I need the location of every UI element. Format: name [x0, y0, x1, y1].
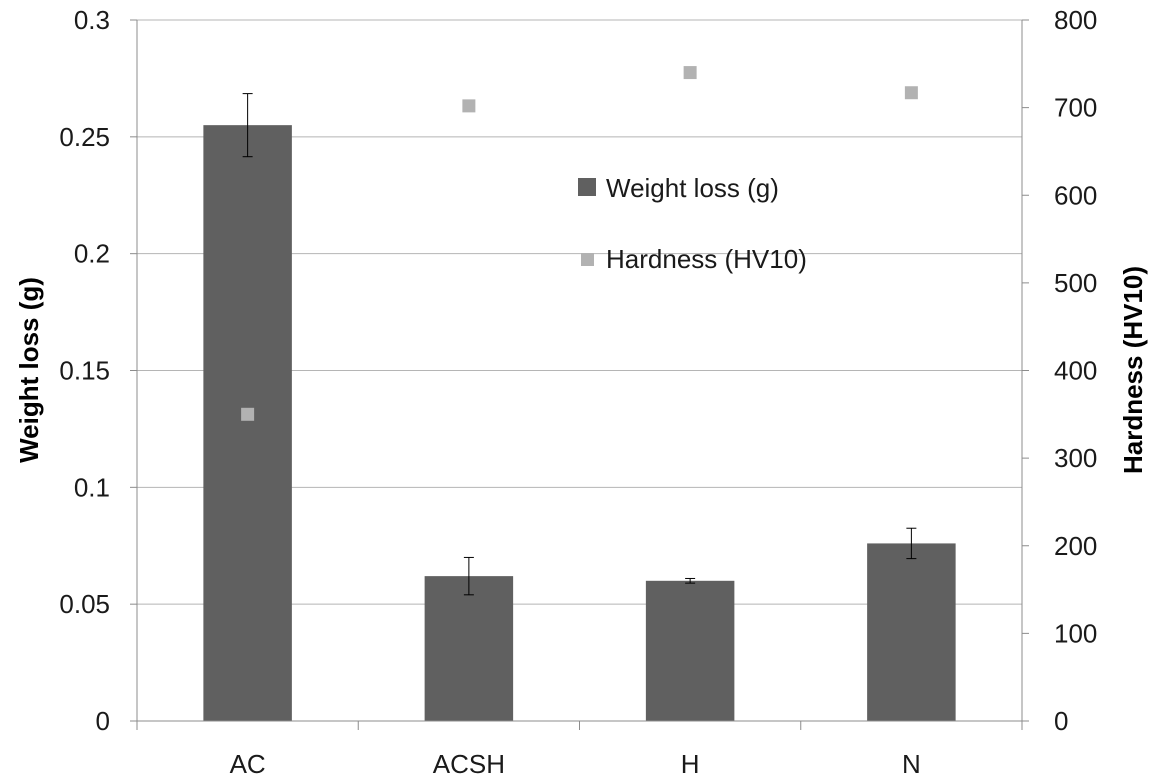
legend-label-hardness: Hardness (HV10) — [606, 244, 807, 274]
y-right-tick-label: 400 — [1054, 356, 1097, 386]
weight-loss-bar — [867, 543, 956, 721]
y-left-tick-label: 0.2 — [74, 239, 110, 269]
weight-loss-bar — [203, 125, 292, 721]
hardness-points — [241, 66, 918, 421]
legend: Weight loss (g) Hardness (HV10) — [578, 173, 807, 274]
hardness-point — [462, 99, 476, 113]
y-right-tick-label: 300 — [1054, 443, 1097, 473]
x-tick-label: N — [902, 749, 921, 779]
x-tick-label: H — [681, 749, 700, 779]
y-right-tick-label: 200 — [1054, 531, 1097, 561]
y-left-tick-label: 0.15 — [59, 356, 110, 386]
y-right-tick-label: 700 — [1054, 93, 1097, 123]
hardness-point — [241, 407, 255, 421]
y-right-tick-label: 500 — [1054, 268, 1097, 298]
y-right-tick-label: 600 — [1054, 180, 1097, 210]
axes — [130, 19, 1029, 730]
y-left-tick-label: 0.1 — [74, 472, 110, 502]
y-left-tick-label: 0.05 — [59, 589, 110, 619]
y-axis-right-title: Hardness (HV10) — [1118, 266, 1148, 474]
y-right-tick-label: 100 — [1054, 618, 1097, 648]
y-left-tick-label: 0.3 — [74, 5, 110, 35]
legend-swatch-weight-loss — [578, 178, 596, 196]
legend-swatch-hardness — [581, 253, 594, 266]
weight-loss-bar — [424, 576, 514, 721]
y-left-tick-label: 0.25 — [59, 122, 110, 152]
tick-labels: 0 0.05 0.1 0.15 0.2 0.25 0.3 0 100 200 300 400 500 60… — [59, 5, 1097, 779]
hardness-point — [683, 66, 697, 80]
y-right-tick-label: 0 — [1054, 706, 1068, 736]
error-bars — [242, 93, 917, 596]
weight-loss-bar — [645, 580, 735, 721]
x-tick-label: AC — [230, 749, 266, 779]
weight-loss-bars — [203, 125, 956, 721]
y-axis-left-title: Weight loss (g) — [14, 277, 44, 463]
hardness-point — [904, 86, 918, 100]
x-tick-label: ACSH — [433, 749, 505, 779]
legend-label-weight-loss: Weight loss (g) — [606, 173, 779, 203]
y-right-tick-label: 800 — [1054, 5, 1097, 35]
y-left-tick-label: 0 — [96, 706, 110, 736]
